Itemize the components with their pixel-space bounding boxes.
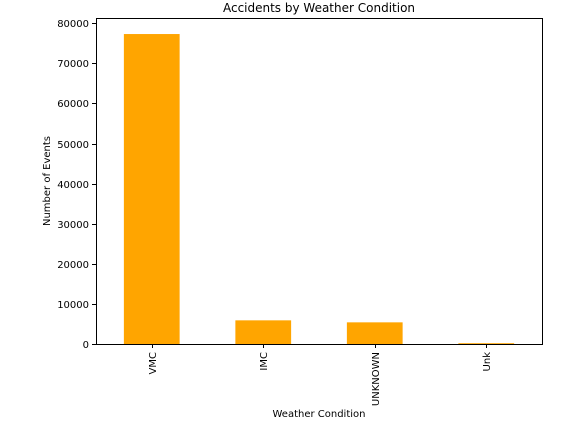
bars-group — [123, 34, 515, 344]
y-tick-label: 10000 — [57, 300, 89, 311]
x-tick-label: Unk — [482, 352, 493, 372]
y-tick-label: 70000 — [57, 59, 89, 70]
bar-unknown — [346, 322, 403, 344]
x-axis-ticks: VMC IMC UNKNOWN Unk — [148, 344, 493, 406]
x-tick-label: IMC — [259, 352, 270, 371]
x-tick-label: VMC — [148, 352, 159, 374]
y-tick-label: 50000 — [57, 140, 89, 151]
x-axis-label: Weather Condition — [272, 409, 365, 420]
y-tick-label: 30000 — [57, 220, 89, 231]
y-tick-label: 20000 — [57, 260, 89, 271]
bar-vmc — [123, 34, 180, 344]
plot-frame — [96, 18, 543, 345]
y-tick-label: 0 — [83, 340, 89, 351]
y-tick-label: 80000 — [57, 19, 89, 30]
y-tick-label: 60000 — [57, 99, 89, 110]
bar-unk — [458, 343, 515, 344]
x-tick-label: UNKNOWN — [371, 352, 382, 406]
chart-title: Accidents by Weather Condition — [223, 1, 415, 15]
bar-imc — [235, 320, 292, 344]
y-tick-label: 40000 — [57, 180, 89, 191]
y-axis-label: Number of Events — [42, 136, 53, 226]
y-axis-ticks: 0 10000 20000 30000 40000 50000 60000 70000 8000… — [57, 19, 96, 351]
